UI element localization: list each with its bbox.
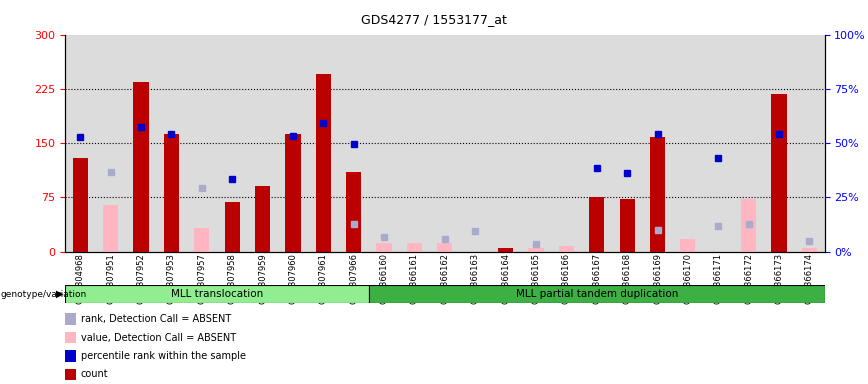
Bar (103, 205, 118, 252)
Bar (73, 157, 88, 252)
Bar (681, 238, 695, 252)
Bar (286, 134, 300, 252)
Text: count: count (81, 369, 108, 379)
FancyBboxPatch shape (65, 285, 369, 303)
Bar (802, 248, 817, 252)
Bar (437, 243, 452, 252)
Bar (741, 199, 756, 252)
Bar (134, 81, 148, 252)
Text: MLL partial tandem duplication: MLL partial tandem duplication (516, 289, 678, 299)
Text: value, Detection Call = ABSENT: value, Detection Call = ABSENT (81, 333, 236, 343)
Text: GDS4277 / 1553177_at: GDS4277 / 1553177_at (361, 13, 507, 26)
Bar (772, 94, 786, 252)
Text: MLL translocation: MLL translocation (171, 289, 263, 299)
Bar (529, 248, 543, 252)
FancyBboxPatch shape (369, 285, 825, 303)
Bar (316, 74, 331, 252)
Bar (407, 243, 422, 252)
Bar (589, 197, 604, 252)
Text: genotype/variation: genotype/variation (1, 290, 87, 299)
Bar (498, 248, 513, 252)
Text: ▶: ▶ (56, 289, 63, 299)
Bar (559, 246, 574, 252)
Text: rank, Detection Call = ABSENT: rank, Detection Call = ABSENT (81, 314, 231, 324)
Bar (225, 202, 240, 252)
Bar (194, 228, 209, 252)
Bar (620, 199, 635, 252)
Bar (650, 137, 665, 252)
Bar (346, 172, 361, 252)
Text: percentile rank within the sample: percentile rank within the sample (81, 351, 246, 361)
Bar (377, 243, 391, 252)
Bar (164, 134, 179, 252)
Bar (255, 187, 270, 252)
